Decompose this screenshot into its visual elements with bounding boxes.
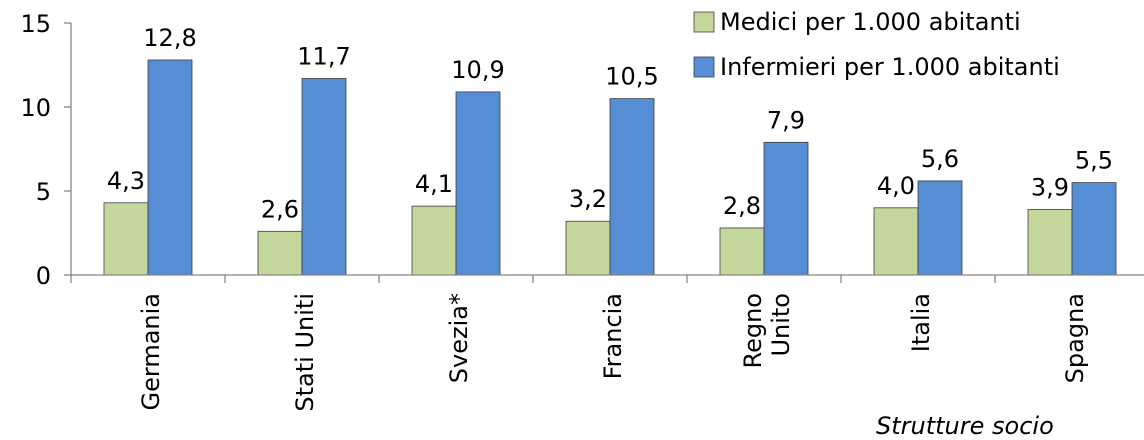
bar-infermieri [917, 180, 963, 276]
category-label-line: Germania [137, 293, 165, 410]
legend-label: Infermieri per 1.000 abitanti [720, 53, 1060, 81]
category-label-group: Svezia* [445, 293, 473, 383]
category-label-group: Stati Uniti [291, 293, 319, 412]
data-label: 10,9 [451, 56, 504, 84]
category-label: Spagna [1061, 293, 1089, 383]
category-label-line: Unito [767, 293, 795, 357]
bar-infermieri [1071, 182, 1117, 276]
category-label-line: Regno [739, 293, 767, 369]
category-label: Germania [137, 293, 165, 410]
x-axis: Germania Stati Uniti Svezia* Francia RegnoUn… [70, 274, 1144, 412]
bar-medici [257, 230, 303, 276]
category-label-group: Germania [137, 293, 165, 410]
data-label: 2,8 [723, 192, 761, 220]
category-label: Italia [907, 293, 935, 352]
y-tick-label: 10 [20, 94, 51, 122]
bar-infermieri [301, 78, 347, 276]
legend-swatch [693, 11, 715, 33]
y-tick-label: 15 [20, 10, 51, 38]
data-label: 10,5 [605, 63, 658, 91]
data-label: 3,9 [1031, 173, 1069, 201]
bar-medici [411, 205, 457, 276]
category-label: Svezia* [445, 293, 473, 383]
bar-infermieri [609, 98, 655, 276]
category-label-group: Francia [599, 293, 627, 379]
data-label: 5,5 [1075, 147, 1113, 175]
footnote-text: Strutture socio [876, 412, 1054, 440]
bar-medici [719, 227, 765, 276]
y-tick-label: 0 [36, 262, 51, 290]
legend-label: Medici per 1.000 abitanti [720, 8, 1021, 36]
category-label-line: Francia [599, 293, 627, 379]
legend: Medici per 1.000 abitanti Infermieri per … [693, 8, 1060, 81]
bar-medici [103, 202, 149, 276]
bar-medici [565, 220, 611, 276]
category-label-line: Stati Uniti [291, 293, 319, 412]
category-label: Francia [599, 293, 627, 379]
bar-infermieri [455, 91, 501, 276]
category-label: Stati Uniti [291, 293, 319, 412]
bar-medici [873, 207, 919, 276]
data-label: 7,9 [767, 106, 805, 134]
category-label: RegnoUnito [739, 293, 795, 369]
bar-infermieri [763, 141, 809, 276]
category-label-group: Spagna [1061, 293, 1089, 383]
category-label-line: Italia [907, 293, 935, 352]
y-tick-label: 5 [36, 178, 51, 206]
legend-swatch [693, 56, 715, 78]
category-label-group: Italia [907, 293, 935, 352]
category-label-line: Spagna [1061, 293, 1089, 383]
data-label: 11,7 [297, 42, 350, 70]
data-label: 4,3 [107, 167, 145, 195]
bar-chart: 0 5 10 15 4,3 12,8 2,6 11,7 4,1 10,9 3,2 10,5 2,8 7,… [20, 8, 1144, 412]
data-label: 3,2 [569, 185, 607, 213]
y-axis: 0 5 10 15 [20, 10, 72, 290]
bar-medici [1027, 209, 1073, 276]
value-labels: 4,3 12,8 2,6 11,7 4,1 10,9 3,2 10,5 2,8 7,9 4,05,6… [107, 24, 1113, 223]
category-label-line: Svezia* [445, 293, 473, 383]
data-label: 4,1 [415, 170, 453, 198]
data-label: 5,6 [921, 145, 959, 173]
category-label-group: RegnoUnito [739, 293, 795, 369]
bar-infermieri [147, 59, 193, 276]
bars [103, 59, 1117, 276]
data-label: 2,6 [261, 195, 299, 223]
data-label: 4,0 [877, 172, 915, 200]
data-label: 12,8 [143, 24, 196, 52]
